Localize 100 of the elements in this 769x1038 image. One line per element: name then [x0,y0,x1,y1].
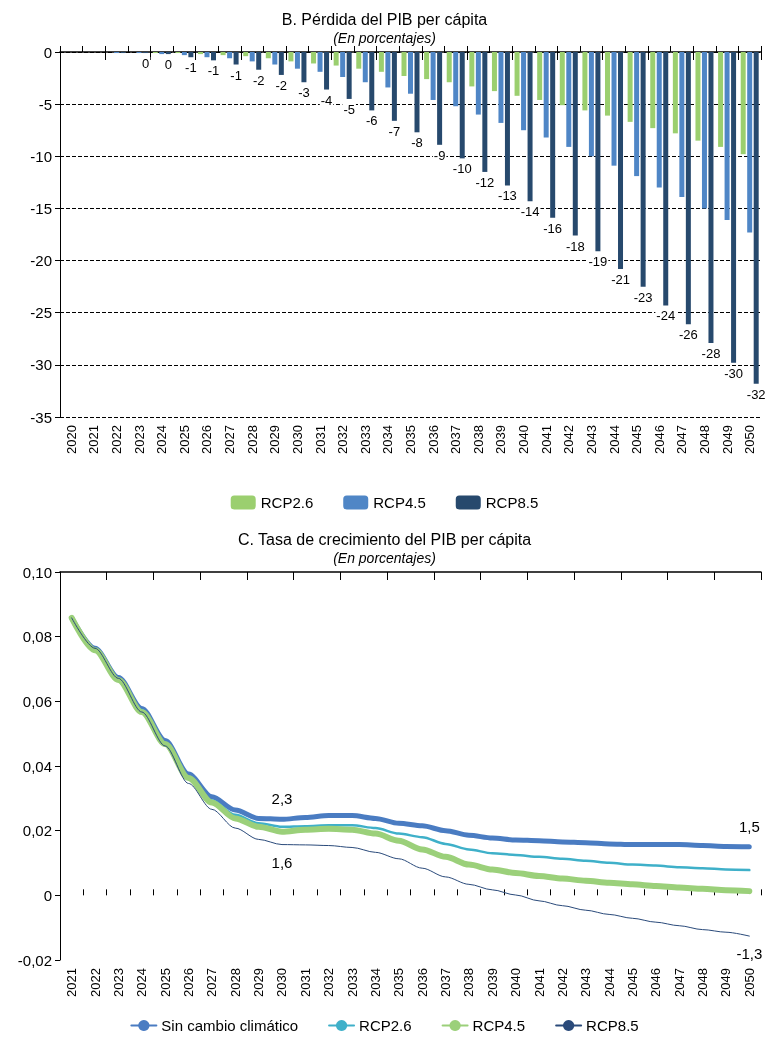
legend-label: RCP2.6 [260,494,314,511]
y-tick-label: 0,06 [22,692,52,710]
chart-title: C. Tasa de crecimiento del PIB per cápita [237,530,532,548]
x-tick-label: 2025 [176,425,192,454]
annotation: 2,3 [271,790,293,808]
x-tick-label: 2024 [154,425,170,454]
x-tick-label: 2034 [367,968,383,997]
data-label: 0 [164,57,172,73]
data-label: -1 [207,63,220,79]
x-tick-label: 2027 [222,425,238,454]
data-label: -32 [746,386,766,402]
data-label: -26 [678,327,698,343]
data-label: -12 [475,174,495,190]
y-tick-label: -35 [30,408,52,426]
x-tick-label: 2046 [651,425,667,454]
x-tick-label: 2033 [344,968,360,997]
legend-label: RCP8.5 [586,1017,639,1034]
x-tick-label: 2050 [742,425,758,454]
x-tick-label: 2044 [601,968,617,997]
y-tick-label: -0,02 [17,951,52,969]
data-label: -16 [543,220,563,236]
data-label: -2 [252,72,265,88]
data-label: -8 [411,135,423,151]
x-tick-label: 2021 [86,425,102,454]
y-tick-label: -20 [30,252,52,270]
x-tick-label: 2041 [531,968,547,997]
x-tick-label: 2040 [508,968,524,997]
data-label: 0 [142,56,150,72]
data-label: -3 [298,85,310,101]
data-label: -7 [388,123,401,139]
chart-subtitle: (En porcentajes) [333,550,436,566]
y-tick-label: -5 [38,95,52,113]
data-label: -13 [498,188,517,204]
x-tick-label: 2032 [321,968,337,997]
x-tick-label: 2042 [554,968,570,997]
legend-label: RCP4.5 [373,494,426,511]
annotation: 1,5 [738,817,760,835]
x-tick-label: 2038 [470,425,486,454]
x-tick-label: 2026 [199,425,215,454]
x-tick-label: 2038 [461,968,477,997]
y-tick-label: 0,04 [22,757,52,775]
y-tick-label: 0,08 [22,628,52,646]
x-tick-label: 2036 [414,968,430,997]
data-label: -30 [724,365,743,381]
x-tick-label: 2030 [274,968,290,997]
chart-subtitle: (En porcentajes) [333,30,436,46]
x-tick-label: 2045 [624,968,640,997]
x-tick-label: 2048 [696,425,712,454]
x-tick-label: 2033 [357,425,373,454]
data-label: -6 [365,113,378,129]
x-tick-label: 2041 [538,425,554,454]
x-tick-label: 2029 [251,968,267,997]
x-tick-label: 2048 [695,968,711,997]
data-label: -24 [656,308,676,324]
x-tick-label: 2028 [227,968,243,997]
x-tick-label: 2047 [674,425,690,454]
data-label: -28 [701,345,721,361]
data-label: -18 [565,238,585,254]
x-tick-label: 2026 [181,968,197,997]
y-tick-label: 0,10 [22,563,52,581]
x-tick-label: 2042 [561,425,577,454]
x-tick-label: 2043 [583,425,599,454]
x-tick-label: 2045 [629,425,645,454]
data-label: -4 [320,92,333,108]
chart-title: B. Pérdida del PIB per cápita [281,10,488,28]
y-tick-label: -30 [30,356,52,374]
x-tick-label: 2021 [64,968,80,997]
y-tick-label: -10 [30,147,52,165]
x-tick-label: 2039 [493,425,509,454]
legend-label: RCP4.5 [472,1017,526,1034]
annotation: 1,6 [271,853,293,871]
data-label: -5 [343,101,355,117]
x-tick-label: 2049 [719,425,735,454]
x-tick-label: 2037 [438,968,454,997]
x-tick-label: 2049 [718,968,734,997]
data-label: -2 [275,77,288,93]
x-tick-label: 2031 [312,425,328,454]
x-tick-label: 2039 [484,968,500,997]
x-tick-label: 2032 [335,425,351,454]
x-tick-label: 2034 [380,425,396,454]
x-tick-label: 2036 [425,425,441,454]
data-label: -14 [520,204,540,220]
data-label: -1 [230,67,242,83]
x-tick-label: 2025 [157,968,173,997]
y-tick-label: 0 [43,43,52,61]
x-tick-label: 2024 [134,968,150,997]
annotation: -1,3 [736,945,763,963]
x-tick-label: 2022 [87,968,103,997]
y-tick-label: -15 [30,199,52,217]
legend-label: RCP2.6 [359,1017,412,1034]
x-tick-label: 2037 [448,425,464,454]
x-tick-label: 2035 [391,968,407,997]
x-tick-label: 2031 [297,968,313,997]
x-tick-label: 2022 [109,425,125,454]
x-tick-label: 2035 [403,425,418,454]
legend-label: RCP8.5 [485,494,539,511]
x-tick-label: 2047 [671,968,687,997]
x-tick-label: 2028 [244,425,260,454]
data-label: -19 [588,254,608,270]
x-tick-label: 2023 [131,425,147,454]
